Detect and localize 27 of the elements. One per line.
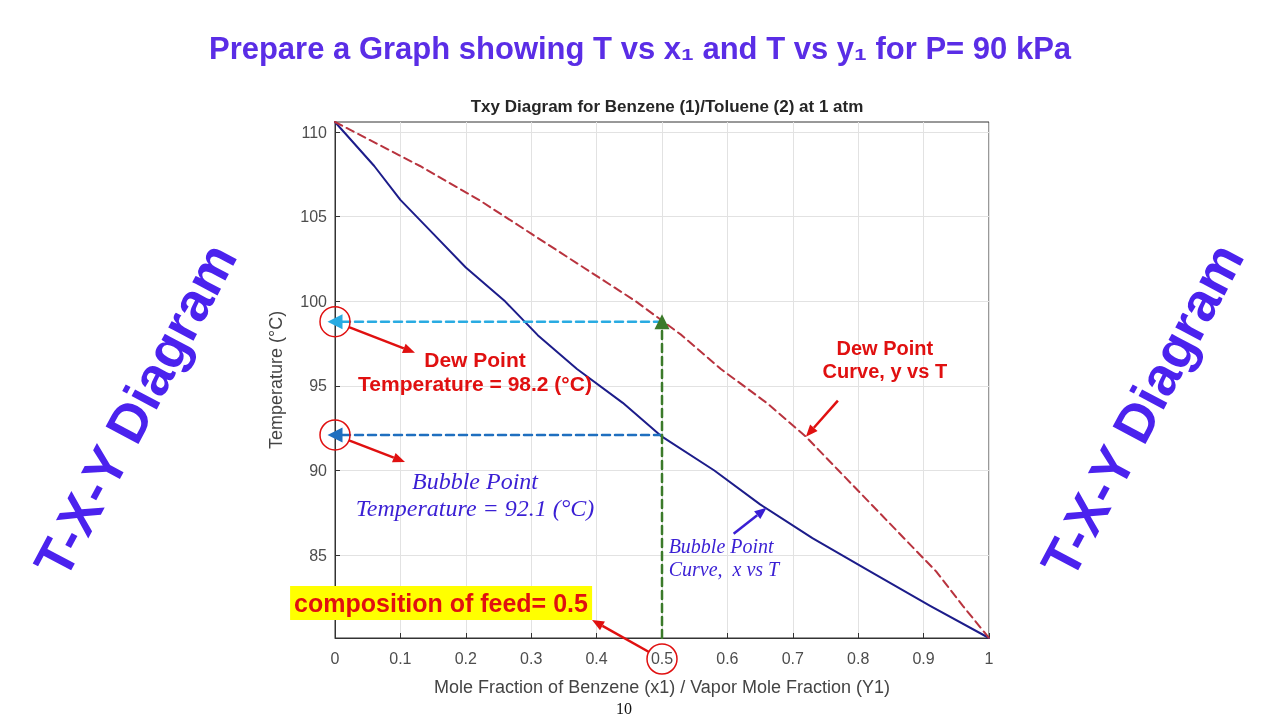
x-tick-label: 0.9 — [912, 649, 935, 667]
x-tick-label: 0.7 — [781, 649, 805, 667]
x-tick-label: 0 — [330, 649, 340, 667]
x-axis-title: Mole Fraction of Benzene (x1) / Vapor Mole Fraction (Y1) — [434, 677, 890, 697]
x-tick-label: 0.5 — [650, 649, 674, 667]
x-tick-label: 0.3 — [520, 649, 543, 667]
annotation: Bubble Point Curve, x vs T — [668, 534, 780, 581]
y-axis-title: Temperature (°C) — [266, 310, 286, 450]
annotation: Dew Point Curve, y vs T — [822, 336, 948, 383]
x-tick-label: 1 — [984, 649, 994, 667]
y-tick-label: 90 — [309, 462, 328, 480]
y-tick-label: 100 — [300, 292, 328, 310]
chart-title: Prepare a Graph showing T vs x₁ and T vs y₁ for P= 90 kPa — [208, 31, 1072, 66]
x-tick-label: 0.2 — [454, 649, 478, 667]
x-tick-label: 0.6 — [716, 649, 739, 667]
x-tick-label: 0.8 — [847, 649, 870, 667]
x-tick-label: 0.1 — [389, 649, 412, 667]
chart-subtitle: Txy Diagram for Benzene (1)/Toluene (2) at 1 atm — [470, 97, 864, 116]
y-tick-label: 95 — [309, 377, 328, 395]
annotation: Dew Point Temperature = 98.2 (°C) — [358, 347, 592, 396]
x-tick-label: 0.4 — [585, 649, 608, 667]
annotation: composition of feed= 0.5 — [290, 586, 592, 620]
y-tick-label: 105 — [300, 208, 328, 226]
y-tick-label: 85 — [309, 546, 328, 564]
annotation: Bubble Point Temperature = 92.1 (°C) — [355, 467, 595, 522]
y-tick-label: 110 — [301, 123, 328, 141]
text: 10 — [616, 700, 632, 718]
